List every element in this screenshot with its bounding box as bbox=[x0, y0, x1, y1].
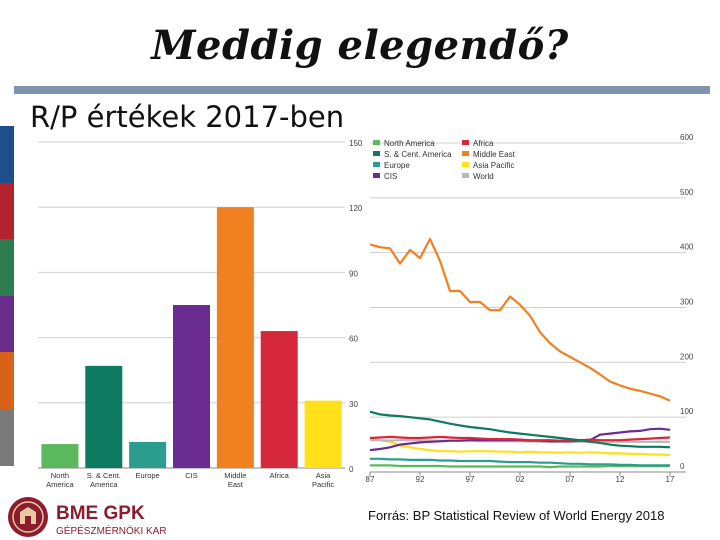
bar-category-label: Asia bbox=[316, 471, 331, 480]
university-seal-icon bbox=[8, 497, 48, 537]
bar-3 bbox=[129, 441, 167, 468]
line-y-tick-label: 0 bbox=[680, 462, 685, 471]
source-note: Forrás: BP Statistical Review of World E… bbox=[368, 508, 665, 523]
legend-swatch bbox=[462, 151, 469, 156]
line-series-europe bbox=[370, 457, 670, 467]
line-y-tick-label: 300 bbox=[680, 298, 694, 307]
bar-category-label: America bbox=[46, 480, 74, 489]
line-x-tick-label: 12 bbox=[616, 475, 625, 484]
bar-category-label: Pacific bbox=[312, 480, 334, 489]
legend-swatch bbox=[373, 162, 380, 167]
side-strip-segment bbox=[0, 352, 14, 409]
bar-category-label: America bbox=[90, 480, 118, 489]
bar-y-tick-label: 120 bbox=[349, 204, 363, 213]
side-strip-segment bbox=[0, 408, 14, 466]
bar-category-label: North bbox=[51, 471, 69, 480]
line-y-tick-label: 200 bbox=[680, 352, 694, 361]
bar-7 bbox=[304, 400, 342, 468]
side-strip-segment bbox=[0, 295, 14, 353]
slide-subtitle: R/P értékek 2017-ben bbox=[30, 100, 345, 134]
legend-label: Middle East bbox=[473, 150, 516, 159]
line-x-tick-label: 92 bbox=[416, 475, 425, 484]
bar-category-label: Europe bbox=[136, 471, 160, 480]
title-underline-bar bbox=[14, 86, 710, 94]
line-series-s-cent-america bbox=[369, 410, 671, 449]
side-strip-segment bbox=[0, 126, 14, 183]
side-strip-segment bbox=[0, 239, 14, 296]
legend-swatch bbox=[462, 173, 469, 178]
bme-gpk-logo: BME GPK GÉPÉSZMÉRNÖKI KAR bbox=[8, 497, 167, 537]
bar-y-tick-label: 0 bbox=[349, 465, 354, 474]
line-series-middle-east bbox=[369, 237, 671, 402]
line-x-tick-label: 97 bbox=[466, 475, 475, 484]
bar-category-label: East bbox=[228, 480, 244, 489]
line-x-tick-label: 87 bbox=[366, 475, 375, 484]
bar-category-label: Middle bbox=[224, 471, 246, 480]
legend-label: Europe bbox=[384, 161, 410, 170]
legend-label: Asia Pacific bbox=[473, 161, 514, 170]
bar-y-tick-label: 90 bbox=[349, 269, 358, 278]
legend-label: S. & Cent. America bbox=[384, 150, 452, 159]
slide-title: Meddig elegendő? bbox=[151, 22, 569, 69]
bar-1 bbox=[41, 444, 79, 468]
bar-4 bbox=[173, 305, 210, 468]
bar-y-tick-label: 150 bbox=[349, 139, 363, 148]
bar-5 bbox=[216, 207, 254, 468]
legend-swatch bbox=[373, 140, 380, 145]
legend-swatch bbox=[373, 173, 380, 178]
bar-6 bbox=[260, 331, 298, 468]
line-x-tick-label: 17 bbox=[666, 475, 675, 484]
line-x-tick-label: 02 bbox=[516, 475, 525, 484]
legend-label: Africa bbox=[473, 139, 494, 148]
line-series-africa bbox=[369, 435, 671, 442]
bar-y-tick-label: 30 bbox=[349, 400, 358, 409]
line-y-tick-label: 100 bbox=[680, 407, 694, 416]
legend-label: CIS bbox=[384, 172, 397, 181]
line-x-tick-label: 07 bbox=[566, 475, 575, 484]
bar-y-tick-label: 60 bbox=[349, 335, 358, 344]
bar-category-label: S. & Cent. bbox=[87, 471, 121, 480]
legend-swatch bbox=[373, 151, 380, 156]
line-y-tick-label: 600 bbox=[680, 133, 694, 142]
side-strip-segment bbox=[0, 182, 14, 240]
line-series-asia-pacific bbox=[369, 438, 671, 457]
logo-name: BME GPK bbox=[56, 503, 145, 524]
bar-category-label: Africa bbox=[270, 471, 290, 480]
side-color-strip bbox=[0, 126, 14, 466]
bar-category-label: CIS bbox=[185, 471, 198, 480]
logo-subtitle: GÉPÉSZMÉRNÖKI KAR bbox=[56, 524, 167, 537]
legend-label: World bbox=[473, 172, 494, 181]
bar-2 bbox=[85, 365, 123, 468]
legend-swatch bbox=[462, 140, 469, 145]
legend-swatch bbox=[462, 162, 469, 167]
legend-label: North America bbox=[384, 139, 435, 148]
line-y-tick-label: 400 bbox=[680, 243, 694, 252]
line-y-tick-label: 500 bbox=[680, 188, 694, 197]
